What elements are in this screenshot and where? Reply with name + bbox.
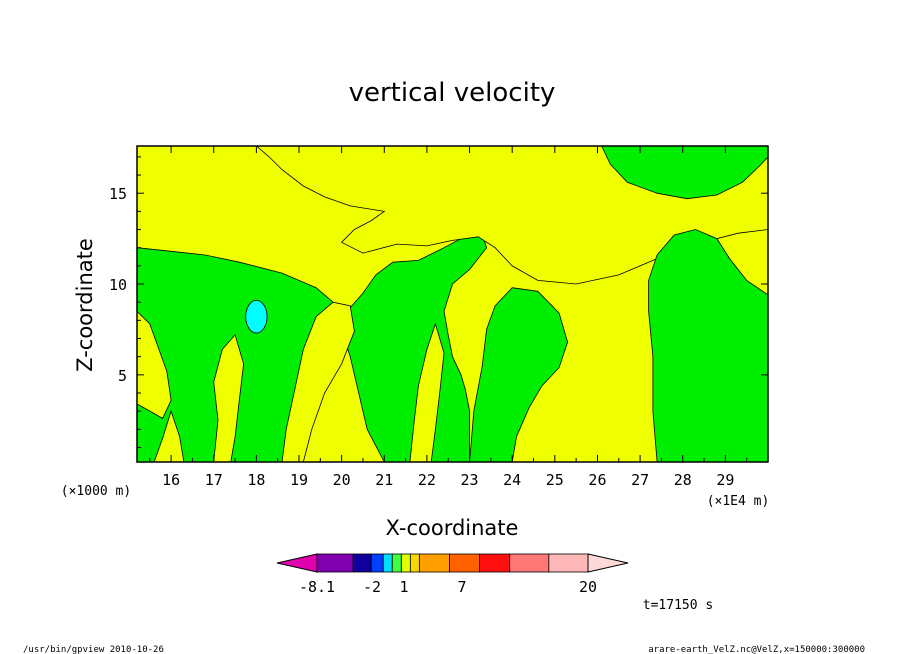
plot-frame: [136, 145, 769, 463]
region-center-green-blob: [469, 287, 569, 462]
colorbar-segment: [548, 553, 589, 573]
region-right-green-column: [648, 229, 768, 462]
colorbar-segment: [370, 553, 384, 573]
colorbar-label: -2: [363, 578, 381, 596]
x-tick-label: 23: [461, 471, 479, 489]
colorbar-label: 20: [579, 578, 597, 596]
colorbar-segment: [409, 553, 420, 573]
region-left-yellow-band: [137, 310, 172, 419]
colorbar-label: 1: [399, 578, 408, 596]
colorbar-label: 7: [457, 578, 466, 596]
x-tick-label: 24: [503, 471, 521, 489]
colorbar-label: -8.1: [299, 578, 335, 596]
plot-area: [137, 146, 768, 462]
x-tick-label: 17: [205, 471, 223, 489]
x-tick-label: 26: [588, 471, 606, 489]
region-center-left-yellow-streak: [281, 301, 355, 462]
colorbar-segment: [316, 553, 354, 573]
y-tick-label: 10: [109, 276, 127, 294]
x-tick-label: 20: [333, 471, 351, 489]
colorbar-segment: [400, 553, 411, 573]
y-unit-note: (×1000 m): [61, 484, 131, 499]
colorbar-segment: [418, 553, 450, 573]
y-axis-label: Z-coordinate: [73, 238, 97, 372]
region-yellow-triangle-near-16: [153, 409, 185, 462]
x-tick-label: 28: [674, 471, 692, 489]
time-label: t=17150 s: [643, 598, 713, 613]
x-tick-label: 27: [631, 471, 649, 489]
region-top-right-green: [601, 146, 768, 200]
x-unit-note: (×1E4 m): [707, 494, 770, 509]
x-tick-label: 29: [716, 471, 734, 489]
min-cyan-blob: [245, 299, 268, 334]
footer-right: arare-earth_VelZ.nc@VelZ,x=150000:300000: [648, 645, 865, 654]
colorbar-arrow-low: [276, 553, 318, 573]
region-center-yellow-streak: [409, 322, 445, 462]
x-tick-label: 16: [162, 471, 180, 489]
y-axis: 5 10 15: [109, 156, 768, 448]
colorbar-segment: [479, 553, 511, 573]
y-tick-label: 5: [118, 367, 127, 385]
x-axis: 16 17 18 19 20 21 22 23 24 25 26 27 28 29: [149, 146, 748, 489]
x-tick-label: 22: [418, 471, 436, 489]
x-tick-label: 19: [290, 471, 308, 489]
x-tick-label: 21: [375, 471, 393, 489]
y-tick-label: 15: [109, 185, 127, 203]
colorbar-segment: [391, 553, 402, 573]
x-axis-label: X-coordinate: [386, 516, 519, 540]
colorbar-arrow-high: [587, 553, 629, 573]
chart-title: vertical velocity: [349, 78, 556, 108]
region-mid-left-yellow-streak: [213, 334, 245, 462]
colorbar-segment: [509, 553, 550, 573]
colorbar-segment: [449, 553, 481, 573]
x-tick-label: 25: [546, 471, 564, 489]
colorbar: -8.1 -2 1 7 20: [276, 553, 629, 596]
colorbar-segment: [352, 553, 372, 573]
footer-left: /usr/bin/gpview 2010-10-26: [23, 645, 164, 654]
x-tick-label: 18: [247, 471, 265, 489]
colorbar-segment: [382, 553, 393, 573]
